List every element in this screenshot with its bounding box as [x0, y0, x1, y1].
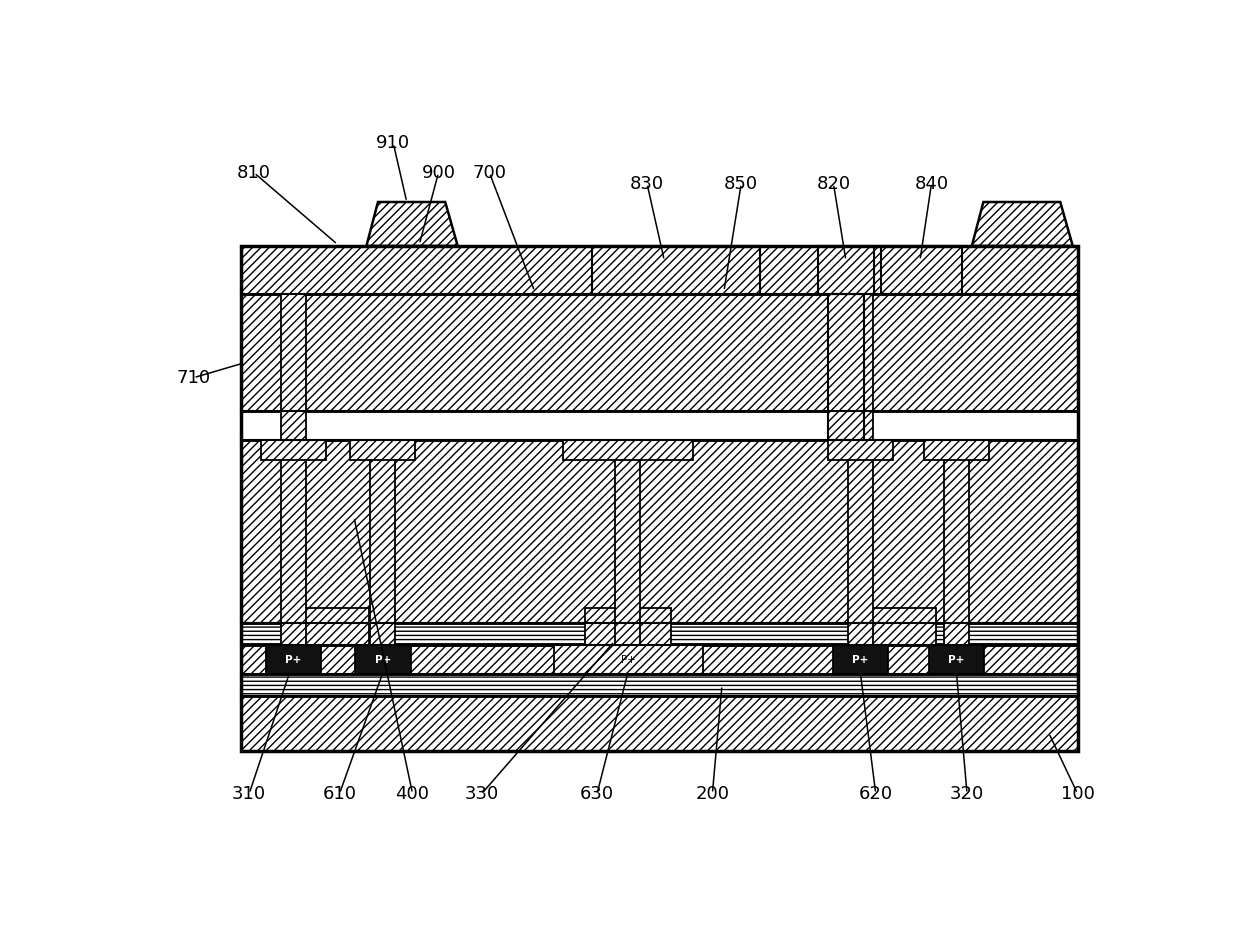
Text: 320: 320 — [950, 785, 985, 803]
Bar — [828, 440, 893, 460]
Bar — [818, 246, 874, 294]
Bar — [929, 645, 985, 674]
Text: 810: 810 — [237, 164, 272, 182]
Bar — [242, 411, 1078, 440]
Text: 900: 900 — [422, 164, 455, 182]
Bar — [281, 294, 306, 440]
Bar — [593, 246, 760, 294]
Bar — [848, 440, 873, 645]
Text: 630: 630 — [580, 785, 614, 803]
Bar — [828, 294, 864, 440]
Bar — [584, 609, 671, 645]
Bar — [242, 696, 1078, 751]
Text: 830: 830 — [630, 175, 665, 193]
Text: 850: 850 — [724, 175, 759, 193]
Text: P+: P+ — [374, 654, 391, 665]
Bar — [864, 609, 936, 645]
Bar — [944, 440, 968, 645]
Text: 700: 700 — [472, 164, 506, 182]
Text: 400: 400 — [396, 785, 429, 803]
Bar — [242, 246, 1078, 294]
Polygon shape — [367, 202, 458, 246]
Bar — [242, 623, 1078, 645]
Text: 620: 620 — [858, 785, 893, 803]
Bar — [554, 645, 703, 674]
Bar — [880, 246, 962, 294]
Bar — [563, 440, 693, 460]
Text: 330: 330 — [465, 785, 498, 803]
Bar — [281, 440, 306, 645]
Bar — [242, 294, 1078, 411]
Text: 310: 310 — [232, 785, 267, 803]
Bar — [371, 440, 396, 645]
Bar — [260, 440, 326, 460]
Bar — [848, 294, 873, 440]
Text: 820: 820 — [816, 175, 851, 193]
Text: 200: 200 — [696, 785, 729, 803]
Bar — [924, 440, 990, 460]
Text: P+: P+ — [949, 654, 965, 665]
Bar — [350, 440, 415, 460]
Text: P+: P+ — [852, 654, 868, 665]
Text: 840: 840 — [914, 175, 949, 193]
Text: 710: 710 — [176, 369, 211, 387]
Bar — [832, 645, 888, 674]
Bar — [265, 645, 321, 674]
Text: P+: P+ — [621, 654, 636, 665]
Text: P+: P+ — [285, 654, 301, 665]
Bar — [242, 246, 1078, 751]
Bar — [615, 440, 640, 645]
Polygon shape — [972, 202, 1073, 246]
Bar — [298, 609, 370, 645]
Bar — [355, 645, 410, 674]
Text: 910: 910 — [376, 134, 410, 152]
Bar — [242, 674, 1078, 696]
Text: 610: 610 — [322, 785, 357, 803]
Bar — [242, 645, 1078, 674]
Bar — [242, 440, 1078, 623]
Text: 100: 100 — [1060, 785, 1095, 803]
